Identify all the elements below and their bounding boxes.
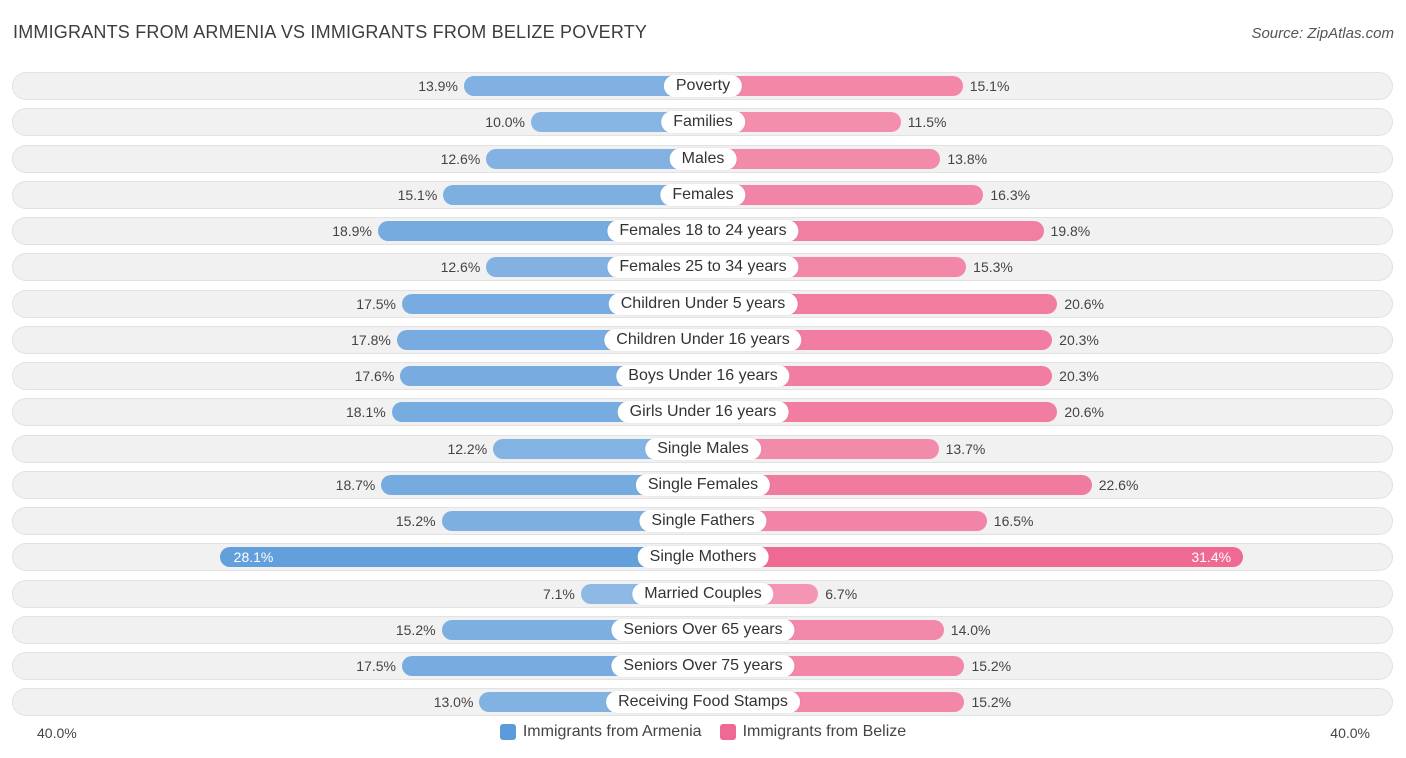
value-armenia-single-fathers: 15.2% [395, 513, 436, 529]
legend-item-armenia[interactable]: Immigrants from Armenia [499, 723, 702, 741]
category-label-males: Males [669, 147, 737, 170]
value-belize-boys-under-16-years: 20.3% [1059, 368, 1099, 384]
category-label-families: Families [661, 111, 745, 134]
bar-belize-girls-under-16-years[interactable] [703, 402, 1058, 423]
legend-swatch-armenia [499, 724, 516, 740]
axis-left-label: 40.0% [37, 725, 77, 741]
category-label-children-under-16-years: Children Under 16 years [604, 328, 802, 351]
axis-right-label: 40.0% [1330, 725, 1370, 741]
value-armenia-single-males: 12.2% [447, 440, 488, 457]
category-label-girls-under-16-years: Girls Under 16 years [617, 401, 789, 424]
value-belize-girls-under-16-years: 20.6% [1064, 404, 1105, 421]
bar-armenia-poverty[interactable] [463, 76, 703, 96]
bar-armenia-single-females[interactable] [381, 474, 703, 495]
value-armenia-females-25-to-34-years: 12.6% [440, 259, 481, 276]
bar-belize-boys-under-16-years[interactable] [703, 366, 1053, 386]
category-label-poverty: Poverty [663, 75, 743, 97]
value-belize-females-18-to-24-years: 19.8% [1050, 223, 1091, 239]
value-belize-seniors-over-65-years: 14.0% [950, 621, 991, 638]
bar-armenia-females[interactable] [443, 184, 703, 205]
category-label-females-25-to-34-years: Females 25 to 34 years [607, 256, 799, 279]
category-label-females-18-to-24-years: Females 18 to 24 years [607, 220, 799, 242]
chart-title: IMMIGRANTS FROM ARMENIA VS IMMIGRANTS FR… [13, 22, 648, 42]
legend-item-belize[interactable]: Immigrants from Belize [719, 723, 907, 741]
bar-belize-poverty[interactable] [703, 76, 963, 96]
value-belize-families: 11.5% [907, 114, 947, 131]
bar-armenia-single-mothers[interactable] [219, 547, 703, 568]
category-label-seniors-over-75-years: Seniors Over 75 years [611, 655, 795, 677]
value-armenia-families: 10.0% [485, 114, 525, 131]
source-label: Source: ZipAtlas.com [1251, 25, 1394, 42]
bar-belize-families[interactable] [703, 112, 901, 133]
value-armenia-single-mothers: 28.1% [233, 549, 274, 566]
value-armenia-girls-under-16-years: 18.1% [345, 404, 386, 421]
value-armenia-poverty: 13.9% [418, 78, 458, 94]
legend-label-armenia: Immigrants from Armenia [522, 723, 702, 740]
value-belize-children-under-5-years: 20.6% [1064, 295, 1105, 312]
category-label-single-females: Single Females [635, 473, 771, 496]
bar-belize-single-females[interactable] [703, 474, 1092, 495]
category-label-single-fathers: Single Fathers [639, 510, 767, 532]
value-armenia-single-females: 18.7% [335, 476, 376, 493]
value-belize-males: 13.8% [947, 150, 988, 167]
value-armenia-males: 12.6% [440, 150, 481, 167]
bar-belize-single-mothers[interactable] [703, 547, 1244, 568]
legend: Immigrants from Armenia Immigrants from … [0, 723, 1406, 741]
bar-belize-single-males[interactable] [703, 438, 939, 459]
value-armenia-receiving-food-stamps: 13.0% [433, 694, 474, 711]
value-belize-seniors-over-75-years: 15.2% [971, 658, 1012, 674]
value-belize-single-mothers: 31.4% [1191, 549, 1232, 566]
value-belize-receiving-food-stamps: 15.2% [971, 694, 1012, 711]
value-belize-single-males: 13.7% [945, 440, 986, 457]
value-belize-females-25-to-34-years: 15.3% [973, 259, 1013, 276]
value-armenia-seniors-over-65-years: 15.2% [395, 621, 436, 638]
value-belize-poverty: 15.1% [969, 78, 1010, 94]
bar-belize-females[interactable] [703, 184, 984, 205]
value-armenia-children-under-16-years: 17.8% [351, 331, 391, 348]
value-armenia-children-under-5-years: 17.5% [356, 295, 396, 312]
value-armenia-boys-under-16-years: 17.6% [354, 368, 395, 384]
value-belize-females: 16.3% [990, 186, 1031, 203]
category-label-children-under-5-years: Children Under 5 years [608, 292, 798, 315]
legend-swatch-belize [719, 724, 736, 740]
value-armenia-seniors-over-75-years: 17.5% [356, 658, 396, 674]
bar-belize-males[interactable] [703, 148, 941, 169]
category-label-receiving-food-stamps: Receiving Food Stamps [606, 691, 800, 714]
category-label-females: Females [660, 183, 746, 206]
category-label-married-couples: Married Couples [632, 582, 774, 605]
category-label-single-mothers: Single Mothers [637, 546, 769, 569]
value-armenia-females: 15.1% [397, 186, 438, 203]
bar-armenia-single-fathers[interactable] [441, 511, 703, 531]
value-belize-single-females: 22.6% [1098, 476, 1139, 493]
bar-armenia-families[interactable] [531, 112, 703, 133]
value-armenia-females-18-to-24-years: 18.9% [332, 223, 372, 239]
bar-armenia-males[interactable] [486, 148, 703, 169]
value-belize-single-fathers: 16.5% [993, 513, 1034, 529]
bar-belize-single-fathers[interactable] [703, 511, 987, 531]
value-belize-married-couples: 6.7% [825, 585, 858, 602]
category-label-boys-under-16-years: Boys Under 16 years [616, 365, 790, 387]
category-label-seniors-over-65-years: Seniors Over 65 years [611, 618, 795, 641]
value-belize-children-under-16-years: 20.3% [1059, 331, 1099, 348]
category-label-single-males: Single Males [645, 437, 761, 460]
legend-label-belize: Immigrants from Belize [742, 723, 907, 740]
value-armenia-married-couples: 7.1% [542, 585, 575, 602]
